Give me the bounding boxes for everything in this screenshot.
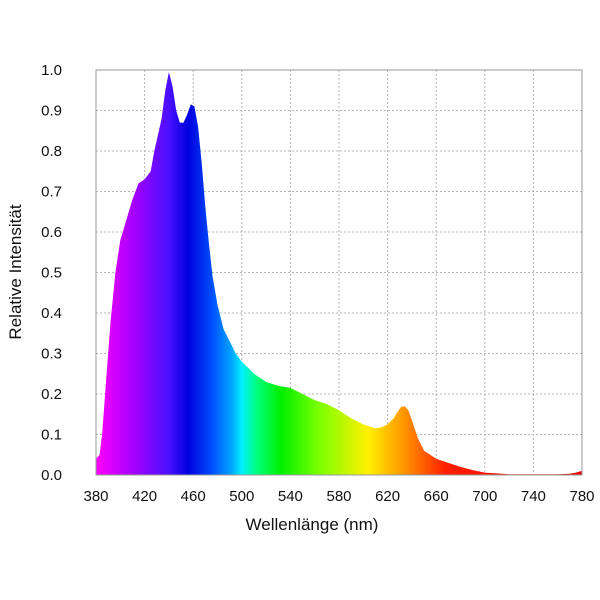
y-tick-label: 0.3 <box>41 346 62 363</box>
y-tick-label: 0.5 <box>41 265 62 282</box>
y-tick-label: 0.2 <box>41 386 62 403</box>
x-axis-ticks: 380 420 460 500 540 580 620 660 700 740 780 <box>83 488 594 505</box>
y-tick-label: 0.8 <box>41 143 62 160</box>
spectrum-area <box>96 72 582 475</box>
x-tick-label: 700 <box>472 488 497 505</box>
x-tick-label: 660 <box>424 488 449 505</box>
y-axis-ticks: 0.0 0.1 0.2 0.3 0.4 0.5 0.6 0.7 0.8 0.9 1.0 <box>41 62 62 484</box>
x-tick-label: 460 <box>181 488 206 505</box>
y-tick-label: 0.4 <box>41 305 62 322</box>
x-tick-label: 420 <box>132 488 157 505</box>
x-tick-label: 780 <box>569 488 594 505</box>
y-tick-label: 0.9 <box>41 103 62 120</box>
y-axis-label: Relative Intensität <box>6 204 25 339</box>
y-tick-label: 0.1 <box>41 427 62 444</box>
plot-frame <box>95 69 583 476</box>
x-tick-label: 540 <box>278 488 303 505</box>
x-tick-label: 580 <box>326 488 351 505</box>
x-tick-label: 380 <box>83 488 108 505</box>
x-tick-label: 500 <box>229 488 254 505</box>
y-tick-label: 1.0 <box>41 62 62 79</box>
y-tick-label: 0.7 <box>41 184 62 201</box>
x-tick-label: 620 <box>375 488 400 505</box>
y-tick-label: 0.0 <box>41 467 62 484</box>
y-tick-label: 0.6 <box>41 224 62 241</box>
x-tick-label: 740 <box>521 488 546 505</box>
x-axis-label: Wellenlänge (nm) <box>246 515 379 534</box>
